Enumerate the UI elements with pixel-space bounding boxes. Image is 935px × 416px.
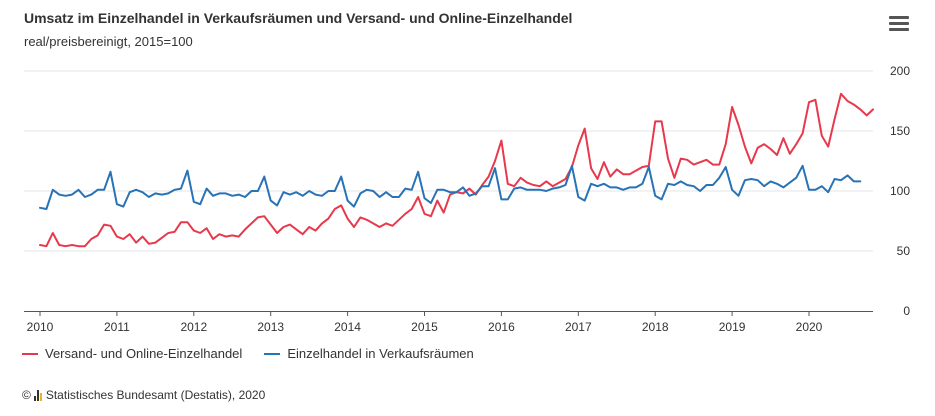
copyright-symbol: ©: [22, 388, 31, 402]
legend-swatch-online: [22, 352, 38, 355]
series-line-stores[interactable]: [39, 164, 862, 210]
legend-item-stores[interactable]: Einzelhandel in Verkaufsräumen: [264, 346, 474, 361]
y-tick-label: 150: [890, 124, 910, 138]
y-tick-label: 100: [890, 184, 910, 198]
x-tick-label: 2013: [257, 320, 284, 334]
x-tick-label: 2015: [411, 320, 438, 334]
legend-label-online: Versand- und Online-Einzelhandel: [45, 346, 243, 361]
legend-item-online[interactable]: Versand- und Online-Einzelhandel: [22, 346, 242, 361]
credits-text: Statistisches Bundesamt (Destatis), 2020: [45, 388, 266, 402]
x-tick-label: 2019: [719, 320, 746, 334]
x-tick-label: 2016: [488, 320, 515, 334]
x-tick-label: 2010: [27, 320, 54, 334]
y-tick-label: 50: [897, 244, 911, 258]
credits: © Statistisches Bundesamt (Destatis), 20…: [22, 388, 265, 402]
x-tick-label: 2014: [334, 320, 361, 334]
legend: Versand- und Online-Einzelhandel Einzelh…: [22, 346, 474, 361]
hamburger-menu-icon[interactable]: [889, 16, 909, 34]
destatis-logo-icon: [33, 389, 42, 401]
chart-title: Umsatz im Einzelhandel in Verkaufsräumen…: [24, 10, 573, 26]
x-tick-label: 2012: [180, 320, 207, 334]
legend-swatch-stores: [264, 352, 281, 355]
x-tick-label: 2011: [104, 320, 130, 334]
x-tick-label: 2017: [565, 320, 592, 334]
series-line-online[interactable]: [39, 92, 875, 248]
y-tick-label: 0: [903, 304, 910, 318]
legend-label-stores: Einzelhandel in Verkaufsräumen: [287, 346, 474, 361]
x-tick-label: 2018: [642, 320, 669, 334]
x-tick-label: 2020: [796, 320, 823, 334]
y-tick-label: 200: [890, 64, 910, 78]
chart-subtitle: real/preisbereinigt, 2015=100: [24, 34, 193, 49]
